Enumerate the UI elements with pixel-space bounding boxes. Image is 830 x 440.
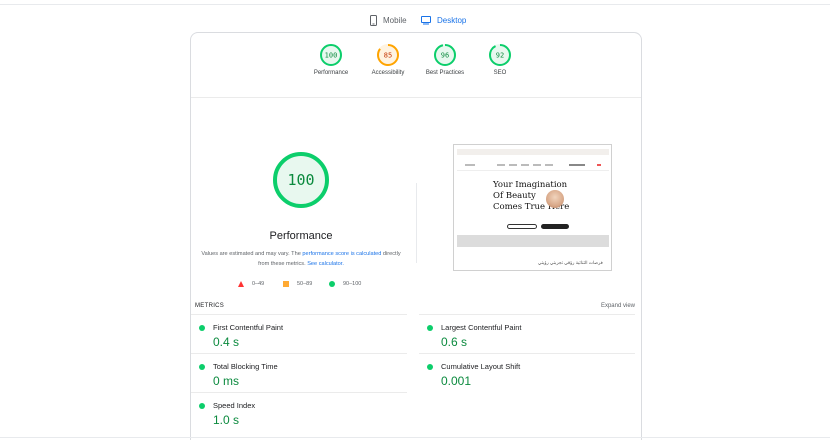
vertical-divider	[416, 183, 417, 263]
metrics-heading: METRICS	[195, 303, 225, 309]
legend-average-range: 50–89	[297, 281, 313, 287]
average-square-icon	[283, 281, 289, 287]
report-card: 100 Performance 85 Accessibility 96 Best…	[190, 32, 642, 440]
metric-largest-contentful-paint: Largest Contentful Paint 0.6 s	[419, 314, 635, 354]
screenshot-headline: Your Imagination Of Beauty Comes True He…	[493, 180, 569, 213]
note-text-1: Values are estimated and may vary. The	[201, 251, 303, 257]
fail-triangle-icon	[238, 281, 244, 287]
gauge-performance[interactable]: 100 Performance	[298, 43, 364, 76]
legend-average: 50–89	[283, 281, 312, 287]
final-screenshot[interactable]: Your Imagination Of Beauty Comes True He…	[453, 144, 612, 271]
gauge-accessibility-label: Accessibility	[371, 70, 405, 76]
metric-total-blocking-time: Total Blocking Time 0 ms	[191, 353, 407, 393]
gauge-best-practices-label: Best Practices	[425, 70, 465, 76]
metric-name: Cumulative Layout Shift	[441, 362, 521, 371]
expand-view-toggle[interactable]: Expand view	[600, 303, 635, 309]
metric-name: Total Blocking Time	[213, 362, 278, 371]
legend-pass: 90–100	[329, 281, 361, 287]
gauge-accessibility[interactable]: 85 Accessibility	[355, 43, 421, 76]
tab-mobile[interactable]: Mobile	[370, 8, 407, 32]
gauge-best-practices[interactable]: 96 Best Practices	[412, 43, 478, 76]
screenshot-grey-band	[457, 235, 609, 247]
gauge-best-practices-score: 96	[441, 52, 449, 60]
headline-line-2: Of Beauty	[493, 191, 536, 201]
screenshot-footer-text: فرصات الثنائية رؤقي تجربتي رؤيتي	[538, 260, 603, 265]
see-calculator-link[interactable]: See calculator.	[307, 261, 344, 267]
device-tabs: Mobile Desktop	[0, 8, 830, 34]
tab-desktop[interactable]: Desktop	[418, 8, 469, 34]
headline-line-1: Your Imagination	[493, 180, 568, 190]
metric-value: 0 ms	[213, 374, 240, 388]
pass-circle-icon	[329, 281, 335, 287]
pass-circle-icon	[427, 325, 433, 331]
screenshot-topbar	[457, 149, 609, 155]
tab-desktop-label: Desktop	[437, 15, 467, 25]
performance-gauge-ring	[273, 152, 329, 208]
gauge-seo-score: 92	[496, 52, 504, 60]
category-gauges: 100 Performance 85 Accessibility 96 Best…	[191, 43, 641, 103]
screenshot-button-dark	[541, 224, 569, 229]
performance-title: Performance	[269, 230, 333, 242]
gauge-performance-label: Performance	[313, 70, 349, 76]
gauge-accessibility-score: 85	[384, 52, 392, 60]
screenshot-hero: Your Imagination Of Beauty Comes True He…	[457, 172, 609, 233]
model-portrait-image	[546, 190, 564, 208]
note-text-2: directly from these metrics.	[258, 251, 401, 267]
metric-name: First Contentful Paint	[213, 323, 284, 332]
gauge-performance-score: 100	[325, 52, 338, 60]
desktop-monitor-icon	[421, 15, 431, 25]
metric-speed-index: Speed Index 1.0 s	[191, 392, 407, 432]
mobile-phone-icon	[370, 14, 377, 26]
pass-circle-icon	[427, 364, 433, 370]
score-legend: 0–49 50–89 90–100	[211, 281, 391, 293]
screenshot-button-outline	[507, 224, 537, 229]
gauge-seo[interactable]: 92 SEO	[467, 43, 533, 76]
pass-circle-icon	[199, 325, 205, 331]
pass-circle-icon	[199, 364, 205, 370]
metric-name: Largest Contentful Paint	[441, 323, 522, 332]
metric-cumulative-layout-shift: Cumulative Layout Shift 0.001	[419, 353, 635, 393]
metric-value: 0.001	[441, 374, 472, 388]
performance-note: Values are estimated and may vary. The p…	[201, 249, 401, 269]
top-divider	[0, 4, 830, 5]
screenshot-nav	[457, 159, 609, 171]
performance-score-large: 100	[287, 171, 314, 189]
metric-value: 1.0 s	[213, 413, 240, 427]
metric-value: 0.4 s	[213, 335, 240, 349]
performance-score-link[interactable]: performance score is calculated	[302, 251, 382, 257]
legend-pass-range: 90–100	[343, 281, 362, 287]
metric-first-contentful-paint: First Contentful Paint 0.4 s	[191, 314, 407, 354]
headline-line-3: Comes True Here	[493, 202, 570, 212]
metric-value: 0.6 s	[441, 335, 468, 349]
pass-circle-icon	[199, 403, 205, 409]
gauge-seo-label: SEO	[493, 70, 507, 76]
metric-name: Speed Index	[213, 401, 256, 410]
legend-fail: 0–49	[238, 281, 264, 287]
performance-gauge-large: 100	[271, 150, 331, 210]
tab-mobile-label: Mobile	[383, 15, 407, 25]
gauge-divider	[191, 97, 641, 98]
bottom-divider	[0, 437, 830, 438]
legend-fail-range: 0–49	[252, 281, 265, 287]
